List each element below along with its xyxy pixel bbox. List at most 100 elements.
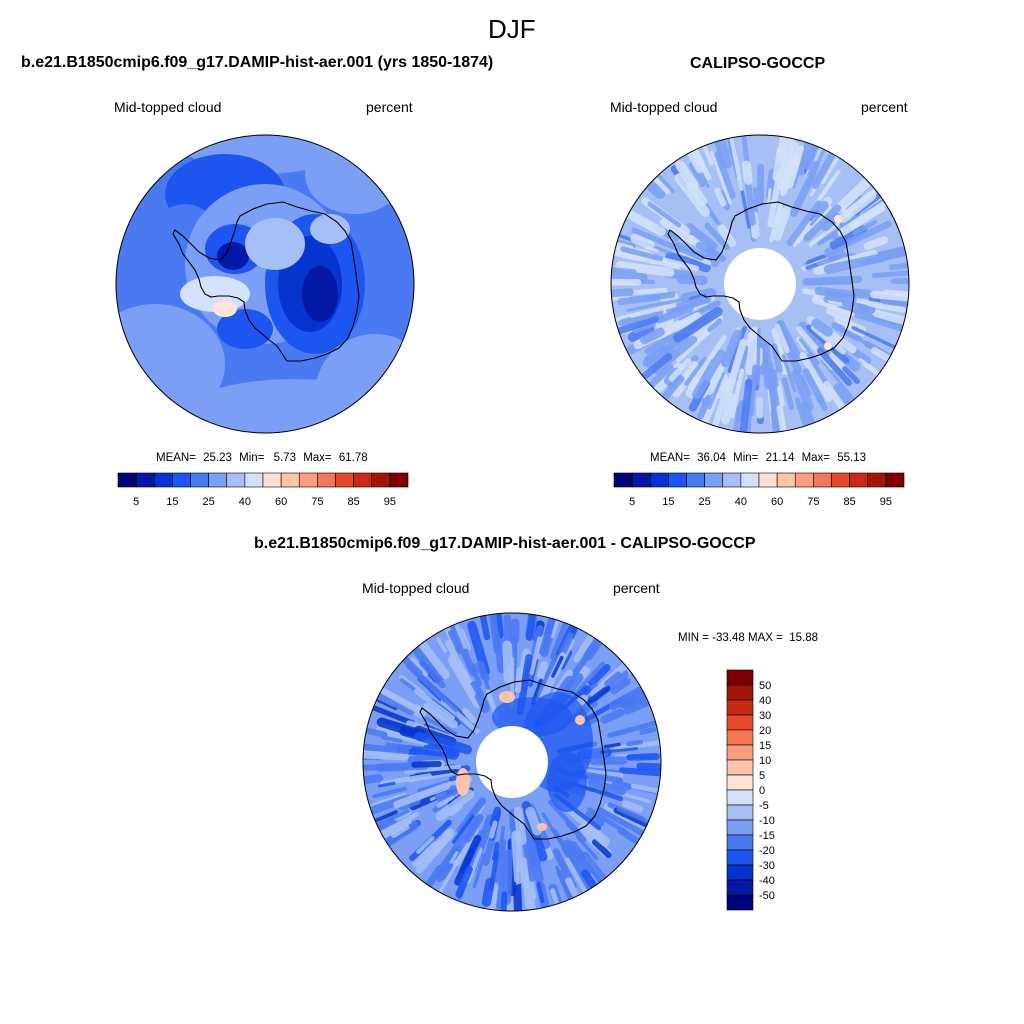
field-streak <box>493 629 502 654</box>
field-streak <box>435 789 475 822</box>
colorbar-tick-label: 75 <box>311 496 323 508</box>
field-streak <box>644 292 676 302</box>
field-streak <box>710 150 732 205</box>
field-streak <box>711 378 733 430</box>
field-streak <box>604 671 622 687</box>
field-streak <box>871 270 909 278</box>
colorbar-segment <box>885 472 905 488</box>
colorbar-segment <box>704 472 724 488</box>
field-streak <box>409 657 429 677</box>
field-streak <box>536 661 549 680</box>
field-streak <box>800 374 812 396</box>
colorbar-tick-label: 40 <box>759 695 771 707</box>
field-streak <box>688 162 706 188</box>
field-streak <box>655 316 675 329</box>
field-streak <box>665 251 711 273</box>
field-streak <box>654 245 671 254</box>
field-streak <box>551 655 564 678</box>
field-streak <box>845 195 863 210</box>
field-streak <box>363 725 388 738</box>
field-streak <box>414 754 448 765</box>
field-streak <box>695 241 719 259</box>
colorbar-segment <box>613 472 633 488</box>
field-streak <box>440 698 480 734</box>
field-streak <box>513 806 527 846</box>
field-streak <box>547 799 581 834</box>
field-region <box>213 301 237 317</box>
field-positive-spot <box>456 768 470 796</box>
colorbar-segment <box>135 472 155 488</box>
field-streak <box>765 360 776 392</box>
coastline <box>419 679 607 840</box>
field-streak <box>562 846 573 862</box>
colorbar-tick-label: -15 <box>759 830 775 842</box>
colorbar-tick-label: 60 <box>771 496 783 508</box>
field-streak <box>611 288 634 299</box>
field-streak <box>842 366 860 384</box>
field-streak <box>539 616 556 656</box>
field-streak <box>449 851 459 864</box>
colorbar-tick-label: 25 <box>699 496 711 508</box>
field-streak <box>499 891 508 911</box>
field-streak <box>828 305 855 317</box>
colorbar-segment <box>794 472 814 488</box>
colorbar-tick-label: -5 <box>759 800 769 812</box>
field-streak <box>587 779 626 796</box>
colorbar-tick-label: 0 <box>759 785 765 797</box>
field-streak <box>372 786 407 799</box>
field-streak <box>781 354 797 393</box>
field-streak <box>808 204 833 230</box>
field-streak <box>776 380 785 407</box>
map-field <box>116 135 414 433</box>
field-region <box>217 309 273 349</box>
field-streak <box>646 363 674 390</box>
colorbar-segment <box>353 472 373 488</box>
mean-label: MEAN= <box>156 452 196 464</box>
field-streak <box>791 172 800 189</box>
field-streak <box>810 325 846 355</box>
field-streak <box>852 219 878 236</box>
field-streak <box>820 178 835 198</box>
field-streak <box>714 187 727 207</box>
field-streak <box>669 297 710 314</box>
field-streak <box>831 321 862 342</box>
field-streak <box>811 145 839 189</box>
field-streak <box>418 659 446 689</box>
field-streak <box>709 135 725 164</box>
colorbar-tick-label: -50 <box>759 890 775 902</box>
field-streak <box>687 149 704 174</box>
field-streak <box>597 807 644 836</box>
field-streak <box>767 188 772 205</box>
field-streak <box>638 353 673 382</box>
map-field <box>611 135 909 433</box>
field-streak <box>802 288 819 296</box>
field-streak <box>455 865 473 899</box>
panel-model-units-label: percent <box>366 99 413 115</box>
field-streak <box>654 255 700 271</box>
colorbar-tick-label: 5 <box>629 496 635 508</box>
coastline <box>667 201 855 362</box>
colorbar-segment <box>726 759 754 776</box>
field-streak <box>717 224 737 248</box>
field-streak <box>755 328 761 386</box>
colorbar-segment <box>722 472 742 488</box>
field-streak <box>611 270 648 283</box>
field-streak <box>526 839 544 884</box>
field-streak <box>644 220 666 236</box>
mean-label: MEAN= <box>650 452 690 464</box>
colorbar-tick-label: 5 <box>133 496 139 508</box>
field-streak <box>536 881 545 904</box>
field-streak <box>552 828 566 847</box>
field-streak <box>592 839 612 859</box>
colorbar-tick-label: 20 <box>759 725 771 737</box>
colorbar-tick-label: 85 <box>348 496 360 508</box>
colorbar-tick-label: 15 <box>166 496 178 508</box>
colorbar-tick-label: 5 <box>759 770 765 782</box>
field-streak <box>771 368 779 388</box>
field-streak <box>820 358 857 403</box>
colorbar-tick-label: 10 <box>759 755 771 767</box>
colorbar-tick-label: 40 <box>239 496 251 508</box>
field-streak <box>636 762 661 772</box>
colorbar-segment <box>849 472 869 488</box>
panel-diff-variable-label: Mid-topped cloud <box>362 580 470 596</box>
